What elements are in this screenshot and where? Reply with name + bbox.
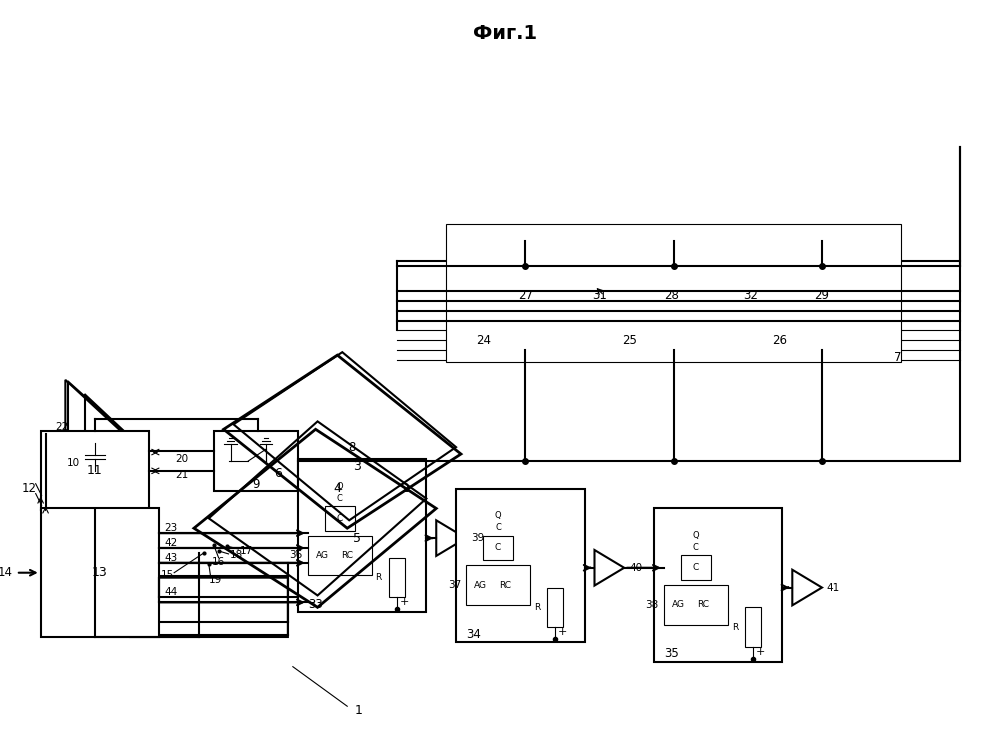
Text: 24: 24 (476, 334, 491, 347)
Text: 11: 11 (87, 464, 103, 477)
Text: R: R (534, 603, 540, 612)
Bar (325, 506, 355, 531)
Bar (456, 489, 585, 642)
Text: C: C (495, 543, 501, 553)
Bar (612, 241, 731, 350)
Text: C: C (337, 493, 343, 503)
Bar (41, 431, 149, 510)
Text: 17: 17 (240, 546, 253, 556)
Text: 38: 38 (646, 600, 659, 610)
Text: 35: 35 (664, 647, 678, 660)
Text: Q: Q (337, 482, 343, 490)
Text: R: R (376, 573, 382, 582)
Text: 23: 23 (164, 523, 178, 533)
Bar (483, 536, 513, 560)
Text: 32: 32 (743, 290, 758, 302)
Text: 8: 8 (348, 441, 356, 454)
Text: +: + (756, 647, 765, 657)
Text: 28: 28 (664, 290, 679, 302)
Text: 26: 26 (773, 334, 788, 347)
Text: 1: 1 (355, 704, 363, 717)
Bar (547, 588, 563, 627)
Text: AG: AG (474, 581, 487, 589)
Bar (763, 241, 881, 350)
Text: Q: Q (495, 512, 501, 520)
Text: 29: 29 (814, 290, 829, 302)
Bar (664, 585, 728, 625)
Text: RC: RC (499, 581, 511, 589)
Bar (466, 565, 530, 605)
Text: 13: 13 (92, 566, 108, 579)
Bar (784, 259, 860, 332)
Text: Q: Q (693, 531, 699, 540)
Text: 2: 2 (401, 482, 409, 496)
Text: C: C (337, 514, 343, 523)
Text: 7: 7 (894, 350, 902, 364)
Text: 18: 18 (230, 550, 243, 560)
Bar (41, 509, 159, 637)
Text: 44: 44 (164, 587, 178, 597)
Bar (389, 558, 405, 597)
Text: 37: 37 (448, 580, 461, 590)
Text: 34: 34 (466, 627, 481, 641)
Text: 36: 36 (289, 550, 303, 561)
Text: +: + (558, 627, 568, 637)
Text: 20: 20 (176, 454, 189, 464)
Text: AG: AG (316, 551, 329, 560)
Bar (634, 259, 709, 332)
Text: 21: 21 (175, 470, 189, 480)
Bar (654, 509, 782, 662)
Text: RC: RC (341, 551, 353, 560)
Bar (681, 556, 711, 580)
Bar (298, 459, 426, 612)
Text: 33: 33 (308, 598, 322, 611)
Text: 12: 12 (21, 482, 36, 496)
Bar (745, 608, 761, 647)
Text: C: C (693, 563, 699, 572)
Bar (466, 241, 585, 350)
Text: 6: 6 (274, 468, 282, 480)
Text: 42: 42 (164, 538, 178, 548)
Text: R: R (732, 622, 738, 632)
Text: RC: RC (697, 600, 709, 609)
Text: C: C (693, 543, 699, 552)
Text: 5: 5 (353, 531, 361, 545)
Text: 19: 19 (209, 575, 222, 585)
Text: 9: 9 (252, 478, 260, 491)
Text: 15: 15 (161, 570, 174, 580)
Bar (446, 224, 901, 362)
Text: 14: 14 (0, 566, 13, 579)
Bar (308, 536, 372, 575)
Text: 41: 41 (827, 583, 840, 592)
Text: AG: AG (672, 600, 685, 609)
Text: 40: 40 (629, 563, 642, 572)
Text: 43: 43 (164, 553, 178, 563)
Text: 31: 31 (592, 290, 607, 302)
Text: 16: 16 (212, 557, 225, 567)
Text: 4: 4 (333, 482, 341, 496)
Bar (214, 431, 298, 490)
Text: 25: 25 (622, 334, 637, 347)
Text: 39: 39 (471, 533, 484, 543)
Text: C: C (495, 523, 501, 532)
Text: 27: 27 (518, 290, 533, 302)
Text: 10: 10 (67, 458, 80, 468)
Bar (488, 259, 563, 332)
Text: +: + (400, 597, 409, 608)
Text: Фиг.1: Фиг.1 (473, 24, 538, 43)
Text: 22: 22 (55, 422, 68, 432)
Text: 3: 3 (353, 460, 361, 474)
